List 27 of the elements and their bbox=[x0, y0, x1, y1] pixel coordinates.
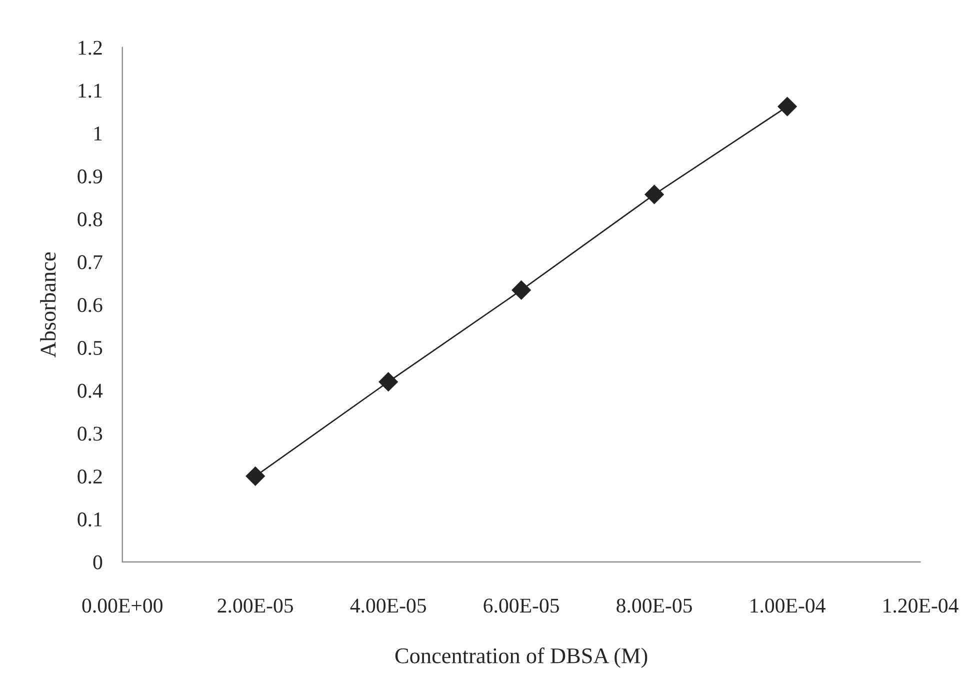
x-tick-label: 1.00E-04 bbox=[750, 598, 826, 613]
x-tick-label: 1.20E-04 bbox=[884, 598, 958, 613]
y-tick-label: 0 bbox=[93, 555, 102, 570]
x-tick-label: 8.00E-05 bbox=[616, 598, 692, 613]
point bbox=[246, 466, 265, 486]
y-axis-title: Absorbance bbox=[40, 252, 56, 358]
point bbox=[778, 97, 797, 116]
y-tick-label: 0.2 bbox=[78, 470, 102, 484]
x-axis-title: Concentration of DBSA (M) bbox=[395, 647, 648, 668]
y-tick-label: 0.3 bbox=[78, 426, 102, 441]
y-tick-label: 0.5 bbox=[78, 340, 102, 356]
x-tick-label: 4.00E-05 bbox=[350, 598, 426, 613]
y-tick-label: 1.2 bbox=[78, 40, 102, 55]
point bbox=[378, 372, 398, 392]
y-tick-label: 0.4 bbox=[78, 384, 103, 398]
y-tick-label: 0.9 bbox=[78, 169, 102, 184]
y-tick-label: 0.1 bbox=[78, 512, 102, 527]
point bbox=[512, 280, 531, 300]
point bbox=[644, 184, 664, 204]
x-tick-label: 0.00E+00 bbox=[82, 598, 162, 613]
y-tick-label: 0.7 bbox=[78, 255, 102, 270]
y-tick-label: 0.6 bbox=[78, 298, 102, 312]
y-tick-label: 1 bbox=[94, 126, 102, 140]
x-tick-label: 6.00E-05 bbox=[484, 598, 559, 613]
x-tick-label: 2.00E-05 bbox=[218, 598, 294, 613]
y-tick-label: 1.1 bbox=[78, 84, 102, 98]
y-tick-label: 0.8 bbox=[78, 212, 102, 226]
